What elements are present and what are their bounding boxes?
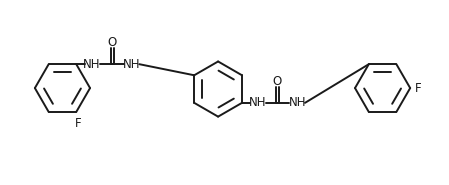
Text: NH: NH bbox=[83, 58, 101, 71]
Text: O: O bbox=[273, 75, 282, 88]
Text: O: O bbox=[107, 36, 116, 49]
Text: NH: NH bbox=[249, 96, 267, 109]
Text: F: F bbox=[415, 82, 422, 95]
Text: NH: NH bbox=[123, 58, 140, 71]
Text: NH: NH bbox=[288, 96, 306, 109]
Text: F: F bbox=[75, 117, 82, 130]
